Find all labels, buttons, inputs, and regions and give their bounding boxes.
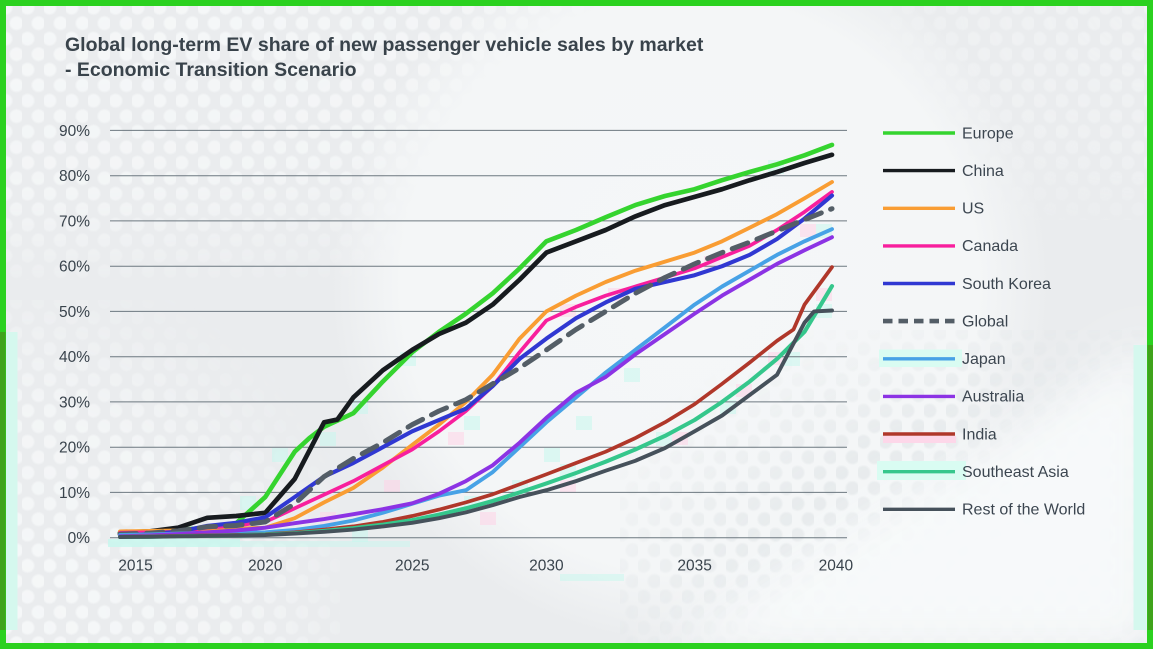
svg-text:2020: 2020 [248,558,283,575]
svg-text:2035: 2035 [677,558,711,575]
svg-text:50%: 50% [59,304,90,321]
svg-text:India: India [962,426,997,443]
svg-text:70%: 70% [59,213,90,230]
svg-text:Southeast Asia: Southeast Asia [962,464,1069,481]
svg-text:Global: Global [962,313,1008,330]
svg-text:60%: 60% [59,259,90,276]
svg-text:10%: 10% [59,485,90,502]
svg-text:20%: 20% [59,440,90,457]
svg-text:80%: 80% [59,168,90,185]
svg-text:40%: 40% [59,349,90,366]
svg-text:2025: 2025 [395,558,429,575]
svg-text:Japan: Japan [962,351,1006,368]
svg-text:2015: 2015 [118,558,152,575]
svg-text:30%: 30% [59,394,90,411]
svg-text:South Korea: South Korea [962,276,1051,293]
svg-text:- Economic Transition Scenario: - Economic Transition Scenario [65,59,357,81]
svg-text:US: US [962,201,984,218]
svg-text:Canada: Canada [962,238,1018,255]
svg-text:Europe: Europe [962,125,1014,142]
svg-text:China: China [962,163,1004,180]
svg-text:Rest of the World: Rest of the World [962,502,1085,519]
svg-text:2040: 2040 [819,558,854,575]
svg-text:90%: 90% [59,123,90,140]
svg-text:2030: 2030 [529,558,564,575]
svg-text:0%: 0% [68,530,91,547]
svg-text:Global long-term EV share of n: Global long-term EV share of new passeng… [65,34,704,56]
svg-text:Australia: Australia [962,389,1024,406]
